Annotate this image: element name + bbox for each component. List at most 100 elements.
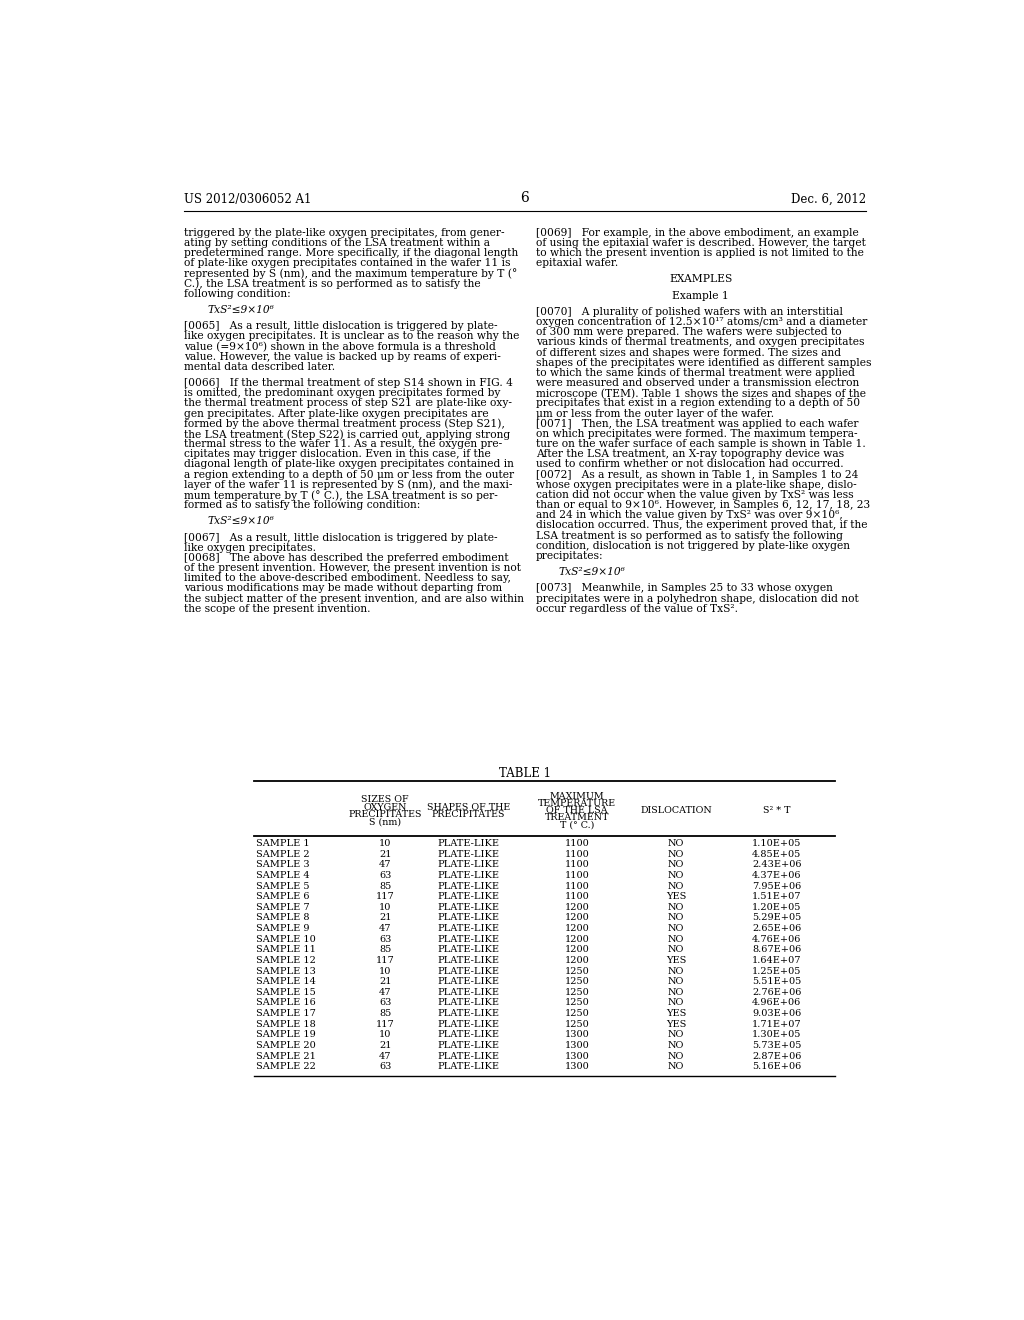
Text: 10: 10 bbox=[379, 1031, 391, 1039]
Text: various modifications may be made without departing from: various modifications may be made withou… bbox=[183, 583, 502, 594]
Text: YES: YES bbox=[666, 1020, 686, 1028]
Text: PLATE-LIKE: PLATE-LIKE bbox=[437, 882, 500, 891]
Text: NO: NO bbox=[668, 913, 684, 923]
Text: cipitates may trigger dislocation. Even in this case, if the: cipitates may trigger dislocation. Even … bbox=[183, 449, 490, 459]
Text: various kinds of thermal treatments, and oxygen precipitates: various kinds of thermal treatments, and… bbox=[536, 338, 864, 347]
Text: 5.16E+06: 5.16E+06 bbox=[752, 1063, 802, 1072]
Text: condition, dislocation is not triggered by plate-like oxygen: condition, dislocation is not triggered … bbox=[536, 541, 850, 550]
Text: of using the epitaxial wafer is described. However, the target: of using the epitaxial wafer is describe… bbox=[536, 238, 865, 248]
Text: 63: 63 bbox=[379, 871, 391, 880]
Text: layer of the wafer 11 is represented by S (nm), and the maxi-: layer of the wafer 11 is represented by … bbox=[183, 479, 512, 490]
Text: NO: NO bbox=[668, 1041, 684, 1049]
Text: SAMPLE 2: SAMPLE 2 bbox=[256, 850, 309, 859]
Text: NO: NO bbox=[668, 924, 684, 933]
Text: 1200: 1200 bbox=[565, 956, 590, 965]
Text: following condition:: following condition: bbox=[183, 289, 291, 298]
Text: 1200: 1200 bbox=[565, 945, 590, 954]
Text: SAMPLE 6: SAMPLE 6 bbox=[256, 892, 309, 902]
Text: SAMPLE 15: SAMPLE 15 bbox=[256, 987, 315, 997]
Text: the subject matter of the present invention, and are also within: the subject matter of the present invent… bbox=[183, 594, 524, 603]
Text: NO: NO bbox=[668, 1031, 684, 1039]
Text: oxygen concentration of 12.5×10¹⁷ atoms/cm³ and a diameter: oxygen concentration of 12.5×10¹⁷ atoms/… bbox=[536, 317, 867, 327]
Text: value (=9×10⁶) shown in the above formula is a threshold: value (=9×10⁶) shown in the above formul… bbox=[183, 342, 496, 352]
Text: 1200: 1200 bbox=[565, 935, 590, 944]
Text: 1200: 1200 bbox=[565, 913, 590, 923]
Text: limited to the above-described embodiment. Needless to say,: limited to the above-described embodimen… bbox=[183, 573, 511, 583]
Text: NO: NO bbox=[668, 871, 684, 880]
Text: PLATE-LIKE: PLATE-LIKE bbox=[437, 903, 500, 912]
Text: SAMPLE 22: SAMPLE 22 bbox=[256, 1063, 315, 1072]
Text: T (° C.): T (° C.) bbox=[560, 821, 594, 830]
Text: PLATE-LIKE: PLATE-LIKE bbox=[437, 1063, 500, 1072]
Text: 63: 63 bbox=[379, 1063, 391, 1072]
Text: predetermined range. More specifically, if the diagonal length: predetermined range. More specifically, … bbox=[183, 248, 518, 257]
Text: triggered by the plate-like oxygen precipitates, from gener-: triggered by the plate-like oxygen preci… bbox=[183, 227, 505, 238]
Text: μm or less from the outer layer of the wafer.: μm or less from the outer layer of the w… bbox=[536, 409, 774, 418]
Text: SAMPLE 19: SAMPLE 19 bbox=[256, 1031, 315, 1039]
Text: 85: 85 bbox=[379, 945, 391, 954]
Text: SHAPES OF THE: SHAPES OF THE bbox=[427, 803, 510, 812]
Text: 1100: 1100 bbox=[565, 871, 590, 880]
Text: PLATE-LIKE: PLATE-LIKE bbox=[437, 977, 500, 986]
Text: of plate-like oxygen precipitates contained in the wafer 11 is: of plate-like oxygen precipitates contai… bbox=[183, 259, 510, 268]
Text: 1.51E+07: 1.51E+07 bbox=[752, 892, 802, 902]
Text: [0065]   As a result, little dislocation is triggered by plate-: [0065] As a result, little dislocation i… bbox=[183, 321, 498, 331]
Text: OF THE LSA: OF THE LSA bbox=[546, 807, 608, 816]
Text: 1100: 1100 bbox=[565, 861, 590, 870]
Text: SAMPLE 7: SAMPLE 7 bbox=[256, 903, 309, 912]
Text: 1300: 1300 bbox=[565, 1041, 590, 1049]
Text: SAMPLE 3: SAMPLE 3 bbox=[256, 861, 309, 870]
Text: 21: 21 bbox=[379, 913, 391, 923]
Text: SAMPLE 16: SAMPLE 16 bbox=[256, 998, 315, 1007]
Text: 4.85E+05: 4.85E+05 bbox=[752, 850, 802, 859]
Text: [0066]   If the thermal treatment of step S14 shown in FIG. 4: [0066] If the thermal treatment of step … bbox=[183, 378, 513, 388]
Text: [0072]   As a result, as shown in Table 1, in Samples 1 to 24: [0072] As a result, as shown in Table 1,… bbox=[536, 470, 858, 479]
Text: [0070]   A plurality of polished wafers with an interstitial: [0070] A plurality of polished wafers wi… bbox=[536, 308, 843, 317]
Text: precipitates that exist in a region extending to a depth of 50: precipitates that exist in a region exte… bbox=[536, 399, 860, 408]
Text: 4.37E+06: 4.37E+06 bbox=[752, 871, 802, 880]
Text: precipitates:: precipitates: bbox=[536, 550, 603, 561]
Text: 1.25E+05: 1.25E+05 bbox=[752, 966, 802, 975]
Text: 1250: 1250 bbox=[565, 998, 590, 1007]
Text: PLATE-LIKE: PLATE-LIKE bbox=[437, 840, 500, 847]
Text: PLATE-LIKE: PLATE-LIKE bbox=[437, 871, 500, 880]
Text: whose oxygen precipitates were in a plate-like shape, dislo-: whose oxygen precipitates were in a plat… bbox=[536, 479, 856, 490]
Text: 5.51E+05: 5.51E+05 bbox=[752, 977, 802, 986]
Text: 9.03E+06: 9.03E+06 bbox=[752, 1008, 802, 1018]
Text: 2.65E+06: 2.65E+06 bbox=[752, 924, 802, 933]
Text: Example 1: Example 1 bbox=[673, 290, 729, 301]
Text: shapes of the precipitates were identified as different samples: shapes of the precipitates were identifi… bbox=[536, 358, 871, 368]
Text: PLATE-LIKE: PLATE-LIKE bbox=[437, 956, 500, 965]
Text: TABLE 1: TABLE 1 bbox=[499, 767, 551, 780]
Text: NO: NO bbox=[668, 1063, 684, 1072]
Text: is omitted, the predominant oxygen precipitates formed by: is omitted, the predominant oxygen preci… bbox=[183, 388, 500, 399]
Text: SAMPLE 9: SAMPLE 9 bbox=[256, 924, 309, 933]
Text: S² * T: S² * T bbox=[763, 807, 791, 816]
Text: of 300 mm were prepared. The wafers were subjected to: of 300 mm were prepared. The wafers were… bbox=[536, 327, 842, 338]
Text: dislocation occurred. Thus, the experiment proved that, if the: dislocation occurred. Thus, the experime… bbox=[536, 520, 867, 531]
Text: NO: NO bbox=[668, 987, 684, 997]
Text: 47: 47 bbox=[379, 987, 391, 997]
Text: NO: NO bbox=[668, 998, 684, 1007]
Text: formed by the above thermal treatment process (Step S21),: formed by the above thermal treatment pr… bbox=[183, 418, 505, 429]
Text: 1250: 1250 bbox=[565, 966, 590, 975]
Text: SAMPLE 4: SAMPLE 4 bbox=[256, 871, 309, 880]
Text: like oxygen precipitates. It is unclear as to the reason why the: like oxygen precipitates. It is unclear … bbox=[183, 331, 519, 342]
Text: 47: 47 bbox=[379, 924, 391, 933]
Text: SAMPLE 13: SAMPLE 13 bbox=[256, 966, 315, 975]
Text: [0068]   The above has described the preferred embodiment: [0068] The above has described the prefe… bbox=[183, 553, 509, 562]
Text: SAMPLE 21: SAMPLE 21 bbox=[256, 1052, 315, 1060]
Text: 1.64E+07: 1.64E+07 bbox=[752, 956, 802, 965]
Text: NO: NO bbox=[668, 903, 684, 912]
Text: PLATE-LIKE: PLATE-LIKE bbox=[437, 987, 500, 997]
Text: 117: 117 bbox=[376, 1020, 394, 1028]
Text: PLATE-LIKE: PLATE-LIKE bbox=[437, 924, 500, 933]
Text: 1.10E+05: 1.10E+05 bbox=[752, 840, 802, 847]
Text: microscope (TEM). Table 1 shows the sizes and shapes of the: microscope (TEM). Table 1 shows the size… bbox=[536, 388, 865, 399]
Text: [0067]   As a result, little dislocation is triggered by plate-: [0067] As a result, little dislocation i… bbox=[183, 532, 498, 543]
Text: PLATE-LIKE: PLATE-LIKE bbox=[437, 1041, 500, 1049]
Text: 1300: 1300 bbox=[565, 1063, 590, 1072]
Text: [0069]   For example, in the above embodiment, an example: [0069] For example, in the above embodim… bbox=[536, 227, 858, 238]
Text: 10: 10 bbox=[379, 840, 391, 847]
Text: YES: YES bbox=[666, 892, 686, 902]
